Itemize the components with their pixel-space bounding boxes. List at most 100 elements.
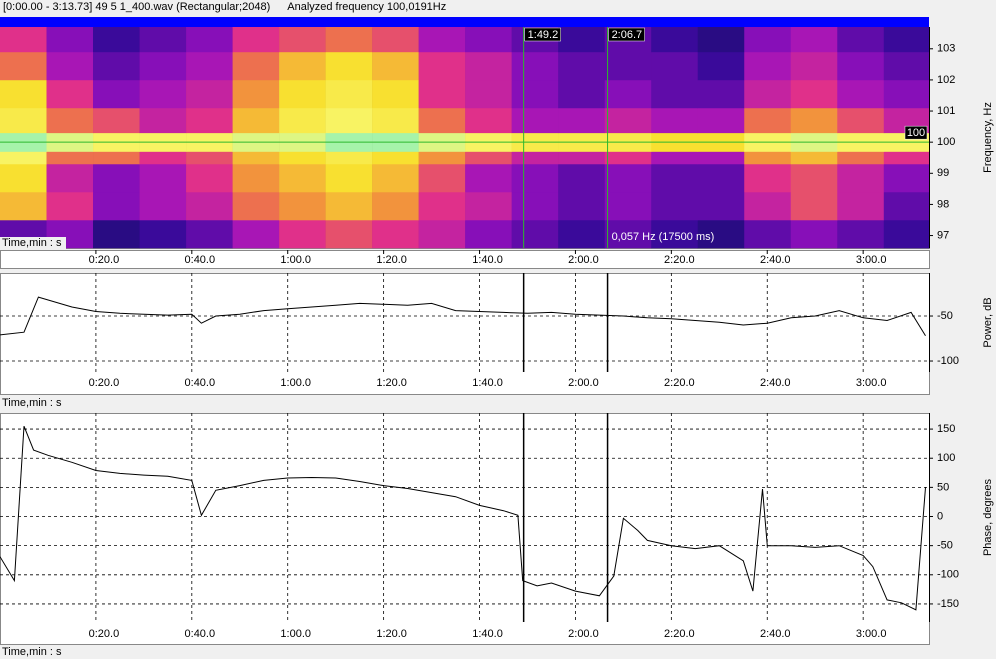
heatmap-cell bbox=[139, 219, 187, 249]
heatmap-cell bbox=[186, 191, 233, 221]
heatmap-cell bbox=[511, 163, 559, 193]
heatmap-cell bbox=[279, 79, 326, 109]
heatmap-cell bbox=[558, 27, 605, 53]
heatmap-cell bbox=[651, 163, 699, 193]
heatmap-cell bbox=[46, 27, 94, 53]
heatmap-cell bbox=[418, 191, 466, 221]
power-frame bbox=[0, 273, 930, 395]
time-strip bbox=[0, 250, 930, 269]
heatmap-cell bbox=[232, 191, 280, 221]
heatmap-cell bbox=[0, 51, 47, 81]
heatmap-cell bbox=[790, 51, 838, 81]
heatmap-cell bbox=[0, 107, 47, 134]
heatmap-cell bbox=[418, 27, 466, 53]
x-tick-label: 0:40.0 bbox=[185, 628, 216, 640]
heatmap-cell bbox=[186, 219, 233, 249]
heatmap-cell bbox=[465, 27, 512, 53]
x-tick-label: 0:20.0 bbox=[89, 377, 120, 389]
y-tick-label: 101 bbox=[937, 105, 955, 117]
heatmap-cell bbox=[883, 79, 930, 109]
heatmap-cell bbox=[46, 191, 94, 221]
heatmap-cell bbox=[604, 219, 652, 249]
x-tick-label: 1:20.0 bbox=[376, 628, 407, 640]
heatmap-cell bbox=[697, 79, 745, 109]
y-tick-label: -50 bbox=[937, 310, 953, 322]
heatmap-cell bbox=[279, 163, 326, 193]
cursor-label: 1:49.2 bbox=[528, 29, 559, 41]
heatmap-cell bbox=[279, 219, 326, 249]
cursor-label-box bbox=[608, 27, 645, 42]
heatmap-cell bbox=[418, 79, 466, 109]
y-tick-label: -150 bbox=[937, 598, 959, 610]
heatmap-cell bbox=[744, 79, 792, 109]
heatmap-cell bbox=[186, 51, 233, 81]
heatmap-cell bbox=[372, 191, 419, 221]
selection-bar bbox=[0, 17, 929, 27]
heatmap-cell bbox=[790, 79, 838, 109]
y-axis-title: Phase, degrees bbox=[982, 478, 994, 556]
heatmap-cell bbox=[837, 191, 885, 221]
heatmap-cell bbox=[372, 107, 419, 134]
heatmap-cell bbox=[325, 151, 373, 165]
heatmap-cell bbox=[418, 107, 466, 134]
analyzed-frequency: Analyzed frequency 100,0191Hz bbox=[287, 1, 447, 13]
heatmap-cell bbox=[93, 27, 140, 53]
heatmap-cell bbox=[837, 107, 885, 134]
heatmap-cell bbox=[511, 107, 559, 134]
heatmap-cell bbox=[883, 191, 930, 221]
heatmap-cell bbox=[325, 51, 373, 81]
heatmap-cell bbox=[93, 219, 140, 249]
heatmap-cell bbox=[604, 191, 652, 221]
heatmap-cell bbox=[837, 79, 885, 109]
heatmap-cell bbox=[93, 79, 140, 109]
y-tick-label: 103 bbox=[937, 43, 955, 55]
heatmap-cell bbox=[46, 51, 94, 81]
heatmap-cell bbox=[837, 219, 885, 249]
heatmap-cell bbox=[558, 107, 605, 134]
x-tick-label: 0:40.0 bbox=[185, 254, 216, 266]
cursor-label: 2:06.7 bbox=[612, 29, 643, 41]
heatmap-cell bbox=[418, 51, 466, 81]
heatmap-cell bbox=[651, 51, 699, 81]
heatmap-cell bbox=[325, 107, 373, 134]
heatmap-cell bbox=[465, 163, 512, 193]
heatmap-cell bbox=[279, 191, 326, 221]
y-tick-label: 0 bbox=[937, 510, 943, 522]
heatmap-cell bbox=[697, 151, 745, 165]
heatmap-cell bbox=[651, 107, 699, 134]
heatmap-cell bbox=[744, 27, 792, 53]
x-axis-title: Time,min : s bbox=[2, 397, 62, 409]
heatmap-cell bbox=[325, 191, 373, 221]
heatmap-cell bbox=[558, 151, 605, 165]
heatmap-cell bbox=[790, 151, 838, 165]
heatmap-cell bbox=[558, 163, 605, 193]
y-tick-label: 98 bbox=[937, 198, 949, 210]
heatmap-cell bbox=[279, 107, 326, 134]
heatmap-cell bbox=[651, 27, 699, 53]
heatmap-cell bbox=[651, 219, 699, 249]
heatmap-cell bbox=[465, 79, 512, 109]
x-tick-label: 2:00.0 bbox=[568, 628, 599, 640]
x-tick-label: 3:00.0 bbox=[856, 254, 887, 266]
x-axis-title: Time,min : s bbox=[2, 237, 62, 249]
heatmap-cell bbox=[697, 51, 745, 81]
heatmap-cell bbox=[790, 163, 838, 193]
heatmap-cell bbox=[372, 219, 419, 249]
heatmap-cell bbox=[744, 219, 792, 249]
heatmap-cell bbox=[93, 163, 140, 193]
heatmap-cell bbox=[186, 27, 233, 53]
y-tick-label: 102 bbox=[937, 74, 955, 86]
heatmap-cell bbox=[697, 219, 745, 249]
y-tick-label: -50 bbox=[937, 540, 953, 552]
heatmap-cell bbox=[558, 191, 605, 221]
heatmap-cell bbox=[697, 107, 745, 134]
heatmap-cell bbox=[325, 163, 373, 193]
heatmap-cell bbox=[651, 191, 699, 221]
phase-frame bbox=[0, 413, 930, 645]
heatmap-cell bbox=[139, 79, 187, 109]
heatmap-cell bbox=[46, 151, 94, 165]
heatmap-cell bbox=[0, 163, 47, 193]
heatmap-cell bbox=[186, 79, 233, 109]
heatmap-cell bbox=[744, 107, 792, 134]
heatmap-cell bbox=[139, 107, 187, 134]
